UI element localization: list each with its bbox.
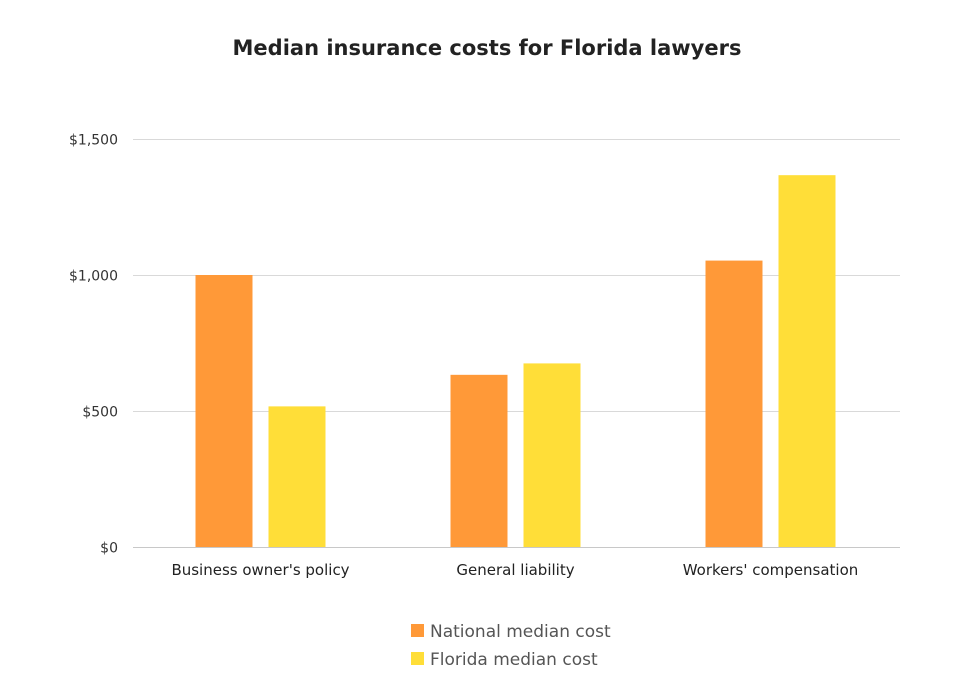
legend-label: National median cost — [430, 622, 611, 642]
bars — [195, 175, 836, 547]
bar — [450, 374, 508, 547]
bar — [523, 363, 581, 547]
x-category-label: Workers' compensation — [683, 561, 859, 579]
bar — [705, 260, 763, 547]
legend-label: Florida median cost — [430, 650, 598, 670]
x-category-label: General liability — [456, 561, 574, 579]
y-axis-tick-labels: $0 $500 $1,000 $1,500 — [69, 133, 118, 557]
bar — [778, 175, 836, 547]
legend-swatch — [411, 652, 424, 665]
bar — [268, 406, 326, 547]
y-tick-label: $1,000 — [69, 269, 118, 285]
x-category-label: Business owner's policy — [171, 561, 349, 579]
y-tick-label: $500 — [82, 405, 118, 421]
legend-swatch — [411, 624, 424, 637]
y-tick-label: $1,500 — [69, 133, 118, 149]
y-tick-label: $0 — [100, 541, 118, 557]
chart-title: Median insurance costs for Florida lawye… — [233, 36, 742, 60]
gridlines — [133, 139, 900, 548]
x-axis-category-labels: Business owner's policy General liability… — [171, 561, 858, 579]
legend: National median cost Florida median cost — [411, 622, 611, 670]
bar — [195, 275, 253, 547]
